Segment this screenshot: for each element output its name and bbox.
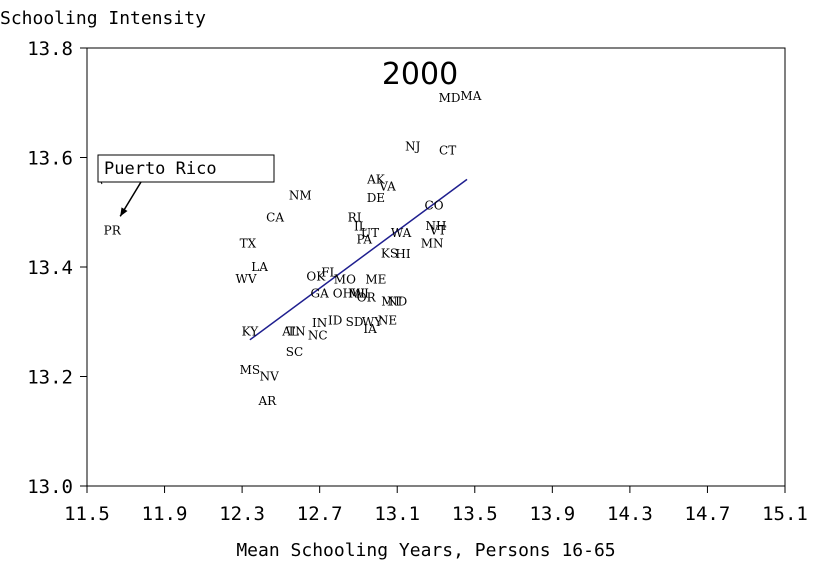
x-tick-label: 14.3 xyxy=(607,503,653,525)
x-axis-label: Mean Schooling Years, Persons 16-65 xyxy=(236,540,615,561)
point-label-sc: SC xyxy=(286,345,303,359)
point-label-ak: AK xyxy=(366,172,386,186)
point-label-tn: TN xyxy=(287,325,306,339)
y-tick-label: 13.8 xyxy=(27,38,73,60)
y-axis-label: Schooling Intensity xyxy=(0,8,206,29)
point-label-wv: WV xyxy=(235,272,256,286)
point-label-id: ID xyxy=(328,314,342,328)
point-label-ma: MA xyxy=(460,89,481,103)
x-tick-label: 13.9 xyxy=(529,503,575,525)
point-label-ga: GA xyxy=(311,286,330,300)
point-label-ky: KY xyxy=(242,325,260,339)
point-label-al: AL xyxy=(281,325,299,339)
point-label-pr: PR xyxy=(104,223,122,237)
x-tick-label: 15.1 xyxy=(762,503,808,525)
point-label-ne: NE xyxy=(378,314,397,328)
point-label-mo: MO xyxy=(334,273,356,287)
point-label-wa: WA xyxy=(391,226,412,240)
point-label-de: DE xyxy=(367,191,385,205)
point-label-ri: RI xyxy=(348,211,362,225)
x-tick-label: 13.1 xyxy=(374,503,420,525)
y-tick-label: 13.4 xyxy=(27,257,73,279)
callout-box xyxy=(97,154,275,183)
point-label-ia: IA xyxy=(363,322,377,336)
x-tick-label: 11.9 xyxy=(142,503,188,525)
point-label-ok: OK xyxy=(306,269,326,283)
point-label-me: ME xyxy=(365,273,386,287)
point-label-nd: ND xyxy=(387,294,407,308)
chart-title: 2000 xyxy=(382,57,458,92)
point-label-il: IL xyxy=(354,219,367,233)
point-label-nj: NJ xyxy=(405,140,421,154)
point-label-tx: TX xyxy=(240,236,257,250)
point-label-nv: NV xyxy=(260,370,280,384)
point-label-nm: NM xyxy=(289,188,312,202)
point-label-va: VA xyxy=(378,180,396,194)
point-label-wi: WI xyxy=(352,286,369,300)
callout-label: Puerto Rico xyxy=(104,159,217,179)
point-label-in: IN xyxy=(312,316,327,330)
point-label-sd: SD xyxy=(346,315,364,329)
x-tick-label: 11.5 xyxy=(64,503,110,525)
point-label-mi: MI xyxy=(348,286,365,300)
x-tick-label: 13.5 xyxy=(452,503,498,525)
point-label-ms: MS xyxy=(240,363,261,377)
point-label-vt: VT xyxy=(429,223,447,237)
callout-arrowhead xyxy=(120,207,128,217)
point-label-ut: UT xyxy=(361,226,379,240)
point-label-wy: WY xyxy=(362,315,383,329)
point-label-mn: MN xyxy=(421,236,444,250)
x-tick-label: 12.3 xyxy=(219,503,265,525)
point-label-nc: NC xyxy=(308,328,328,342)
x-tick-label: 12.7 xyxy=(297,503,343,525)
plot-frame xyxy=(86,47,786,487)
y-tick-label: 13.2 xyxy=(27,367,73,389)
point-label-ar: AR xyxy=(257,394,277,408)
point-label-hi: HI xyxy=(395,247,410,261)
y-tick-label: 13.0 xyxy=(27,476,73,498)
point-label-oh: OH xyxy=(333,286,353,300)
point-label-nh: NH xyxy=(426,219,447,233)
point-label-or: OR xyxy=(357,291,377,305)
point-label-ks: KS xyxy=(381,246,398,260)
point-label-ct: CT xyxy=(439,143,456,157)
x-tick-label: 14.7 xyxy=(685,503,731,525)
point-label-fl: FL xyxy=(321,265,337,279)
point-label-pa: PA xyxy=(356,233,372,247)
y-tick-label: 13.6 xyxy=(27,148,73,170)
point-label-la: LA xyxy=(251,260,268,274)
fit-line xyxy=(249,178,468,341)
point-label-md: MD xyxy=(439,91,461,105)
point-label-co: CO xyxy=(425,199,444,213)
callout-shadow xyxy=(100,181,103,185)
point-label-ca: CA xyxy=(266,211,284,225)
point-label-mt: MT xyxy=(381,294,401,308)
